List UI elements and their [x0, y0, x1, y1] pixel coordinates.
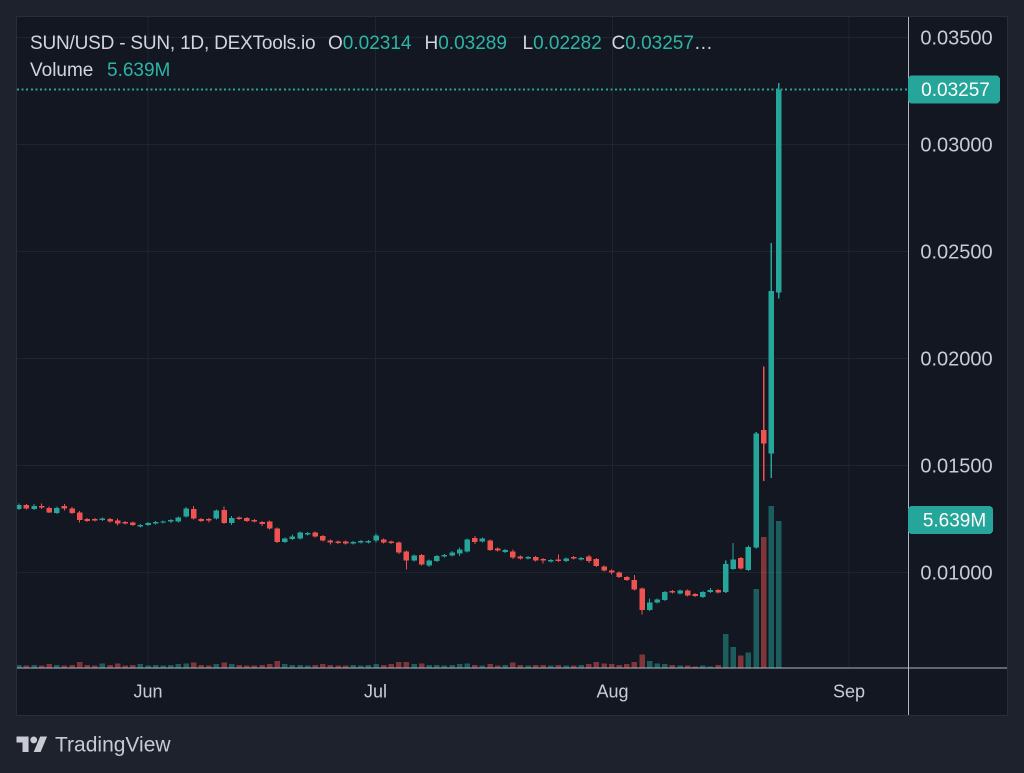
svg-text:Aug: Aug	[596, 682, 628, 702]
svg-text:0.02000: 0.02000	[920, 349, 992, 371]
svg-text:0.01500: 0.01500	[920, 456, 992, 478]
svg-text:Jul: Jul	[364, 682, 387, 702]
svg-text:5.639M: 5.639M	[923, 511, 986, 532]
svg-text:0.03000: 0.03000	[920, 135, 992, 157]
svg-text:0.01000: 0.01000	[920, 563, 992, 585]
svg-text:0.03257: 0.03257	[921, 80, 990, 101]
svg-text:Sep: Sep	[833, 682, 865, 702]
svg-text:SUN/USD - SUN, 1D, DEXTools.io: SUN/USD - SUN, 1D, DEXTools.io O0.02314 H…	[30, 33, 713, 54]
svg-text:TradingView: TradingView	[55, 734, 171, 757]
svg-text:0.03500: 0.03500	[920, 28, 992, 50]
svg-text:Jun: Jun	[133, 682, 162, 702]
svg-text:0.02500: 0.02500	[920, 242, 992, 264]
